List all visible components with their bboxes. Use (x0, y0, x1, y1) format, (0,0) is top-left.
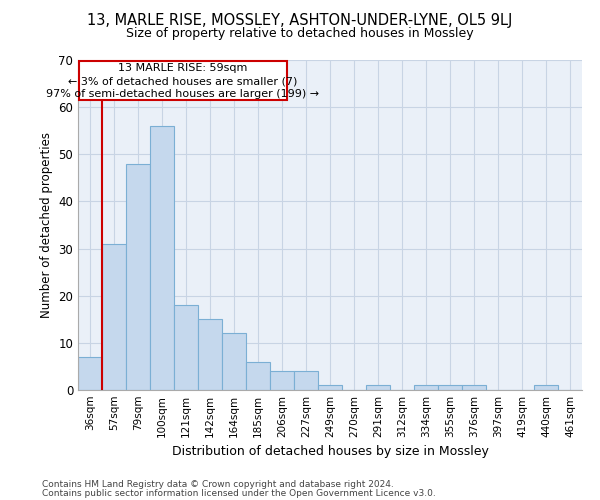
Bar (198, 320, 222, 390)
Bar (102, 244, 126, 390)
Bar (246, 362, 270, 390)
Text: 97% of semi-detached houses are larger (199) →: 97% of semi-detached houses are larger (… (46, 89, 320, 99)
Text: Size of property relative to detached houses in Mossley: Size of property relative to detached ho… (126, 28, 474, 40)
Text: Contains HM Land Registry data © Crown copyright and database right 2024.: Contains HM Land Registry data © Crown c… (42, 480, 394, 489)
Text: ← 3% of detached houses are smaller (7): ← 3% of detached houses are smaller (7) (68, 76, 298, 86)
Text: 13, MARLE RISE, MOSSLEY, ASHTON-UNDER-LYNE, OL5 9LJ: 13, MARLE RISE, MOSSLEY, ASHTON-UNDER-LY… (88, 12, 512, 28)
Text: 13 MARLE RISE: 59sqm: 13 MARLE RISE: 59sqm (118, 64, 248, 74)
Bar (174, 305, 198, 390)
Bar (462, 386, 486, 390)
Bar (222, 334, 246, 390)
Bar (270, 371, 294, 390)
Y-axis label: Number of detached properties: Number of detached properties (40, 132, 53, 318)
Bar (79, 61, 287, 100)
Bar (534, 386, 558, 390)
Bar (366, 386, 390, 390)
Bar (78, 357, 102, 390)
X-axis label: Distribution of detached houses by size in Mossley: Distribution of detached houses by size … (172, 446, 488, 458)
Bar (150, 126, 174, 390)
Bar (126, 164, 150, 390)
Bar (438, 386, 462, 390)
Bar (294, 371, 318, 390)
Text: Contains public sector information licensed under the Open Government Licence v3: Contains public sector information licen… (42, 490, 436, 498)
Bar (414, 386, 438, 390)
Bar (318, 386, 342, 390)
